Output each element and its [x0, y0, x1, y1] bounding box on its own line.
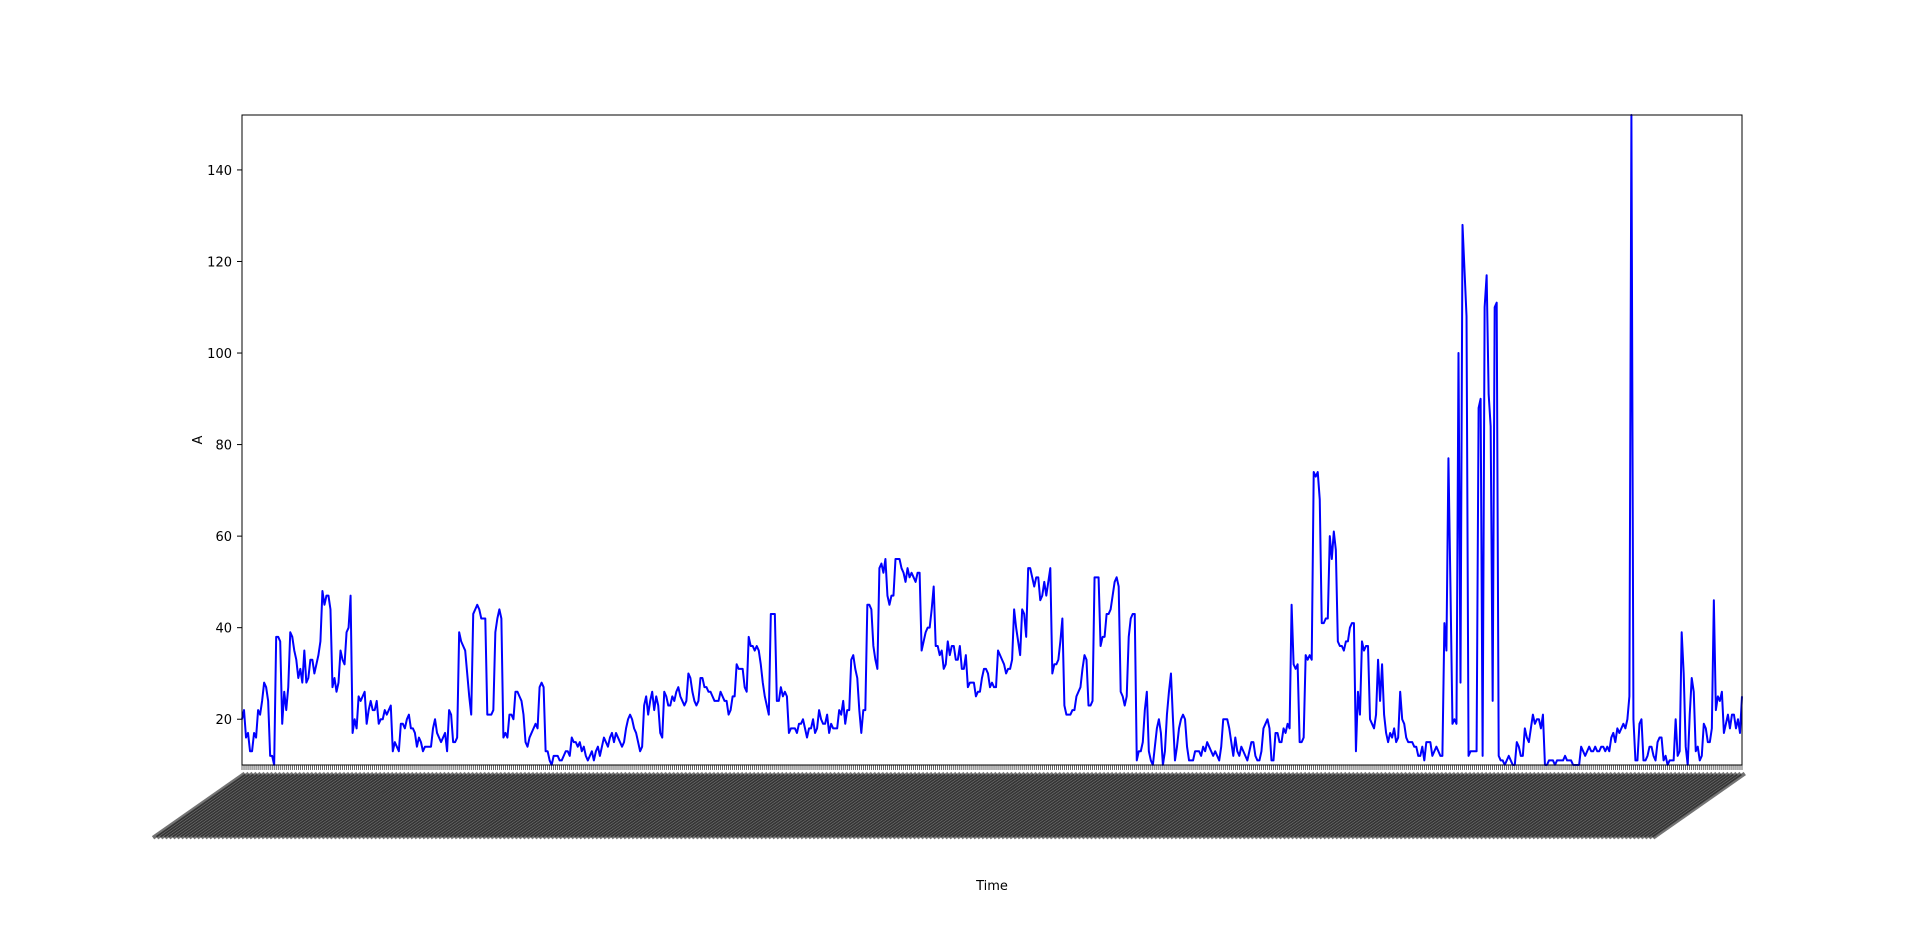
series-line [241, 114, 1743, 766]
y-axis-label: A [191, 435, 206, 444]
y-tick-label: 20 [215, 713, 232, 728]
x-axis-tick-labels [151, 771, 1746, 840]
y-tick-label: 80 [215, 439, 232, 454]
y-tick-label: 120 [207, 255, 232, 270]
y-tick-label: 140 [207, 164, 232, 179]
plot-area-frame [241, 114, 1743, 766]
y-tick-label: 100 [207, 347, 232, 362]
x-axis-label: Time [975, 879, 1008, 894]
x-axis-ticks [241, 765, 1743, 770]
y-axis-ticks: 20 40 60 80 100 120 140 [207, 164, 242, 728]
x-tick-label [1651, 771, 1746, 840]
y-tick-label: 60 [215, 530, 232, 545]
y-tick-label: 40 [215, 622, 232, 637]
